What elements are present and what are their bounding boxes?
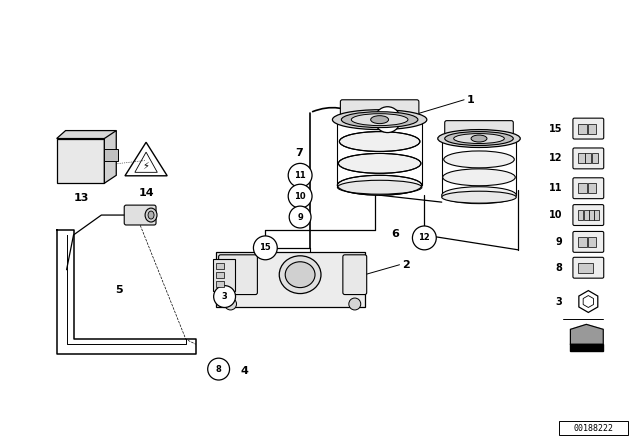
Text: 11: 11 (294, 171, 306, 180)
FancyBboxPatch shape (104, 150, 118, 161)
FancyBboxPatch shape (584, 210, 589, 220)
Text: 9: 9 (297, 212, 303, 222)
FancyBboxPatch shape (219, 255, 257, 294)
FancyBboxPatch shape (592, 154, 598, 164)
Text: 6: 6 (392, 229, 399, 239)
Text: 3: 3 (556, 297, 563, 306)
FancyBboxPatch shape (579, 124, 587, 134)
FancyBboxPatch shape (216, 252, 365, 307)
FancyBboxPatch shape (340, 100, 419, 124)
Ellipse shape (371, 116, 388, 124)
FancyBboxPatch shape (579, 263, 593, 273)
FancyBboxPatch shape (124, 205, 156, 225)
Circle shape (412, 226, 436, 250)
Text: 15: 15 (259, 243, 271, 252)
Circle shape (349, 298, 361, 310)
Ellipse shape (145, 208, 157, 222)
FancyBboxPatch shape (573, 148, 604, 169)
Text: 3: 3 (221, 292, 227, 301)
Text: 10: 10 (549, 210, 563, 220)
Ellipse shape (438, 129, 520, 147)
FancyBboxPatch shape (585, 154, 591, 164)
FancyBboxPatch shape (579, 154, 584, 164)
FancyBboxPatch shape (589, 210, 594, 220)
Text: 8: 8 (556, 263, 563, 273)
FancyBboxPatch shape (579, 183, 587, 193)
Text: 1: 1 (467, 95, 475, 105)
FancyBboxPatch shape (343, 255, 367, 294)
Ellipse shape (443, 169, 515, 186)
Polygon shape (104, 130, 116, 183)
Text: 15: 15 (381, 115, 394, 124)
Text: 13: 13 (74, 193, 89, 203)
Text: 15: 15 (549, 124, 563, 134)
Text: 14: 14 (138, 188, 154, 198)
Text: 12: 12 (419, 233, 430, 242)
Circle shape (253, 236, 277, 260)
FancyBboxPatch shape (588, 237, 596, 247)
Text: 8: 8 (216, 365, 221, 374)
FancyBboxPatch shape (216, 271, 223, 278)
FancyBboxPatch shape (595, 210, 599, 220)
FancyBboxPatch shape (573, 178, 604, 198)
Text: 11: 11 (549, 183, 563, 193)
Text: 5: 5 (115, 284, 123, 295)
Ellipse shape (339, 132, 420, 151)
FancyBboxPatch shape (573, 257, 604, 278)
Ellipse shape (442, 187, 516, 204)
FancyBboxPatch shape (216, 263, 223, 269)
Ellipse shape (442, 191, 516, 203)
Circle shape (289, 206, 311, 228)
Ellipse shape (148, 211, 154, 219)
Circle shape (288, 184, 312, 208)
Ellipse shape (445, 132, 513, 146)
FancyBboxPatch shape (573, 205, 604, 225)
Polygon shape (570, 344, 604, 351)
FancyBboxPatch shape (573, 118, 604, 139)
Ellipse shape (285, 262, 315, 288)
Circle shape (374, 107, 401, 133)
Ellipse shape (444, 151, 515, 168)
Text: 12: 12 (549, 153, 563, 164)
Text: 2: 2 (403, 260, 410, 270)
FancyBboxPatch shape (579, 237, 587, 247)
Ellipse shape (337, 180, 422, 194)
FancyBboxPatch shape (588, 124, 596, 134)
FancyBboxPatch shape (579, 210, 583, 220)
Circle shape (214, 286, 236, 307)
Circle shape (225, 298, 237, 310)
Polygon shape (57, 130, 116, 138)
FancyBboxPatch shape (445, 121, 513, 142)
Text: 9: 9 (556, 237, 563, 247)
Ellipse shape (279, 256, 321, 293)
FancyBboxPatch shape (216, 280, 223, 287)
Text: ⚡: ⚡ (143, 160, 150, 170)
Circle shape (208, 358, 230, 380)
Ellipse shape (471, 135, 487, 142)
Text: 4: 4 (241, 366, 248, 376)
FancyBboxPatch shape (588, 183, 596, 193)
Text: 10: 10 (294, 192, 306, 201)
Polygon shape (570, 324, 604, 344)
Ellipse shape (351, 114, 408, 125)
Ellipse shape (339, 154, 421, 173)
FancyBboxPatch shape (212, 259, 234, 291)
Ellipse shape (337, 175, 422, 195)
Text: 7: 7 (295, 148, 303, 159)
FancyBboxPatch shape (57, 138, 104, 183)
FancyBboxPatch shape (573, 232, 604, 252)
Text: 00188222: 00188222 (573, 424, 613, 433)
Ellipse shape (454, 134, 504, 143)
Circle shape (288, 164, 312, 187)
Ellipse shape (341, 112, 418, 128)
Ellipse shape (332, 110, 427, 129)
